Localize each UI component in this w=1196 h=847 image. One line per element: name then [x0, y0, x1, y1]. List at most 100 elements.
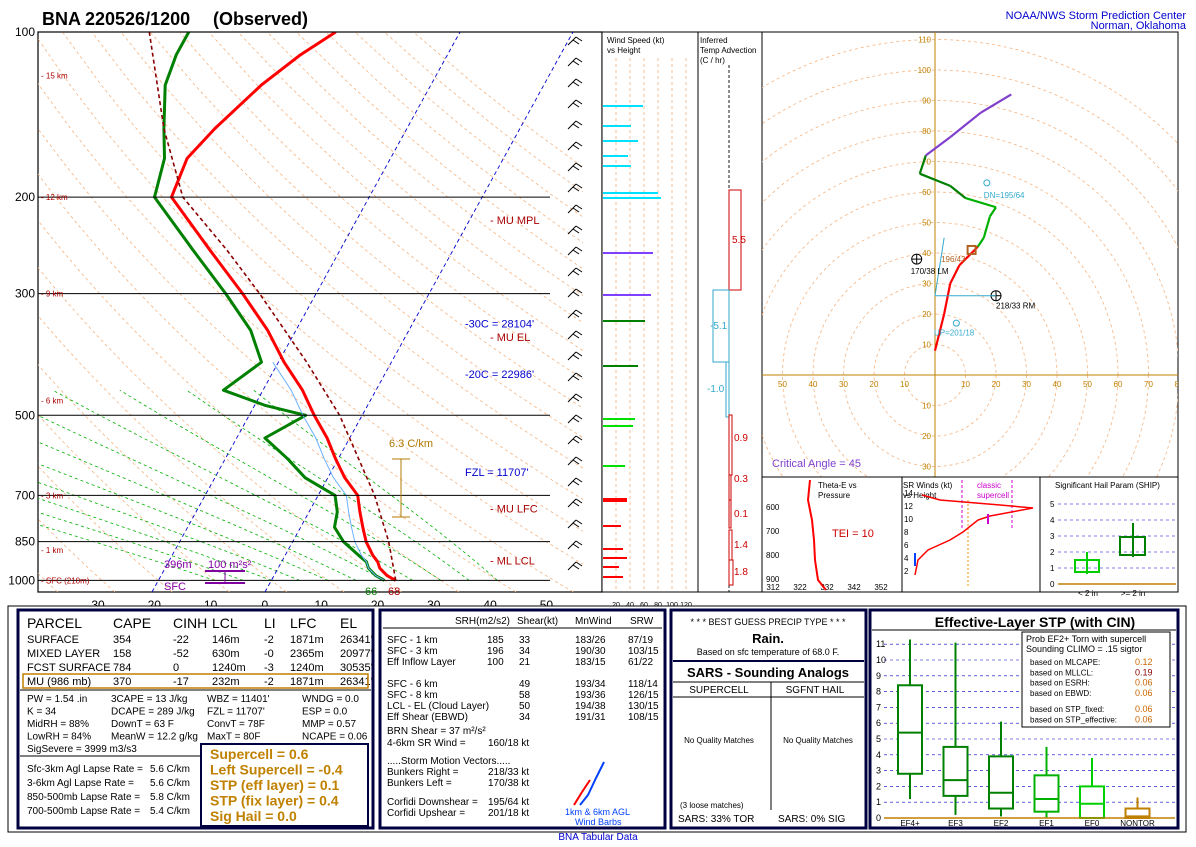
height-label: - 6 km [41, 397, 64, 406]
ship-xlabel: >= 2 in [1121, 589, 1145, 598]
thetae-ytick: 700 [766, 527, 780, 536]
stp-prob-label: based on MLLCL: [1030, 668, 1093, 677]
wspd-title: Wind Speed (kt) [607, 36, 665, 45]
kin-cell: SFC - 1 km [387, 635, 438, 646]
rm-label: 218/33 RM [996, 302, 1035, 311]
parcel-cell: 1240m [290, 662, 324, 674]
index-value: K = 34 [27, 707, 57, 718]
parcel-cell: MU (986 mb) [27, 676, 91, 688]
hodo-ring-label: 90 [922, 97, 931, 106]
hodo-axis-label: 10 [961, 380, 970, 389]
wspd-bar [603, 548, 623, 550]
srw-tick: 14 [904, 489, 913, 498]
dcape-label: 100 m²s² [208, 559, 252, 571]
wspd-bar [603, 566, 619, 568]
stp-ytick: 6 [876, 718, 881, 728]
srw-tick: 8 [904, 528, 909, 537]
wspd-bar [603, 155, 628, 157]
kin-cell: 196 [487, 646, 504, 657]
hodo-ring-label: 30 [922, 463, 931, 472]
sounding-type: (Observed) [213, 9, 308, 29]
kin-cell: 87/19 [628, 635, 653, 646]
tadv-title-1: Inferred [700, 36, 728, 45]
stp-title: Effective-Layer STP (with CIN) [935, 614, 1135, 630]
wspd-bar [603, 365, 638, 367]
kin-cell: 34 [519, 712, 531, 723]
parcel-cell: SURFACE [27, 634, 79, 646]
parcel-cell: 20977' [340, 648, 373, 660]
index-value: DCAPE = 289 J/kg [111, 707, 195, 718]
tadv-label: 5.5 [732, 235, 746, 246]
parcel-cell: 0 [173, 662, 179, 674]
hodo-axis-label: 50 [1083, 380, 1092, 389]
hodo-ring-label: 10 [922, 402, 931, 411]
kin-cell: 193/34 [575, 679, 606, 690]
station-id: BNA [42, 9, 81, 29]
parcel-cell: 146m [212, 634, 240, 646]
kin-cell: 191/31 [575, 712, 606, 723]
sars-loose: (3 loose matches) [680, 801, 744, 810]
kin-cell: 61/22 [628, 657, 653, 668]
stp-prob-title: Prob EF2+ Torn with supercell [1026, 634, 1146, 644]
kin-cell: 130/15 [628, 701, 659, 712]
stp-ytick: 7 [876, 702, 881, 712]
kin-cell: Eff Inflow Layer [387, 657, 456, 668]
kin-cell: 193/36 [575, 690, 606, 701]
stp-prob-value: 0.06 [1135, 715, 1153, 725]
precip-type: Rain. [752, 631, 784, 646]
parcel-header: LFC [290, 615, 316, 631]
vector-label: Corfidi Downshear = [387, 797, 478, 808]
lapse-value: 5.6 C/km [150, 778, 190, 789]
up-label: UP=201/18 [934, 328, 975, 337]
kin-cell: 183/15 [575, 657, 606, 668]
stp-prob-value: 0.19 [1135, 667, 1153, 677]
stp-category: EF3 [948, 819, 963, 828]
wspd-bar [603, 165, 631, 167]
tadv-label: 0.9 [734, 433, 748, 444]
srw-tick: 10 [904, 515, 913, 524]
sfc-dewpoint-label: 66 [365, 586, 377, 598]
sr46-label: 4-6km SR Wind = [387, 738, 466, 749]
parcel-header: LCL [212, 615, 238, 631]
dn-label: DN=195/64 [984, 191, 1025, 200]
ship-tick: 0 [1050, 580, 1055, 589]
thetae-xtick: 342 [847, 583, 861, 592]
ship-tick: 5 [1050, 500, 1055, 509]
tadv-title-3: (C / hr) [700, 56, 725, 65]
lapse-label: 700-500mb Lapse Rate = [27, 806, 140, 817]
parcel-header: LI [264, 615, 276, 631]
sfc-temp-label: 68 [388, 586, 400, 598]
parcel-cell: -3 [264, 662, 274, 674]
parcel-cell: -17 [173, 676, 189, 688]
index-value: MeanW = 12.2 g/kg [111, 732, 198, 743]
parcel-cell: 30535' [340, 662, 373, 674]
pressure-tick-label: 200 [15, 190, 35, 204]
kin-cell: 183/26 [575, 635, 606, 646]
parcel-header: CINH [173, 615, 207, 631]
parcel-cell: -52 [173, 648, 189, 660]
parcel-cell: 1871m [290, 676, 324, 688]
vector-value: 195/64 kt [488, 797, 529, 808]
brn-shear: BRN Shear = 37 m²/s² [387, 726, 486, 737]
stp-prob-label: based on STP_effective: [1030, 716, 1117, 725]
critical-angle: Critical Angle = 45 [772, 458, 861, 470]
hodo-axis-label: 60 [1114, 380, 1123, 389]
parcel-cell: -2 [264, 634, 274, 646]
kin-cell: 108/15 [628, 712, 659, 723]
ship-tick: 2 [1050, 548, 1055, 557]
pressure-tick-label: 300 [15, 287, 35, 301]
hodo-ring-label: 40 [922, 249, 931, 258]
thetae-title-2: Pressure [818, 491, 851, 500]
ship-tick: 1 [1050, 564, 1055, 573]
stp-prob-value: 0.06 [1135, 704, 1153, 714]
index-value: ESP = 0.0 [302, 707, 348, 718]
wspd-bar [603, 192, 658, 194]
pressure-tick-label: 1000 [8, 573, 35, 587]
parcel-header: EL [340, 615, 357, 631]
hodo-axis-label: 70 [1144, 380, 1153, 389]
wspd-bar [603, 140, 638, 142]
precip-note: Based on sfc temperature of 68.0 F. [697, 647, 840, 657]
tadv-label: 0.1 [734, 509, 748, 520]
kin-cell: SFC - 8 km [387, 690, 438, 701]
lapse-label: 3-6km Agl Lapse Rate = [27, 778, 134, 789]
